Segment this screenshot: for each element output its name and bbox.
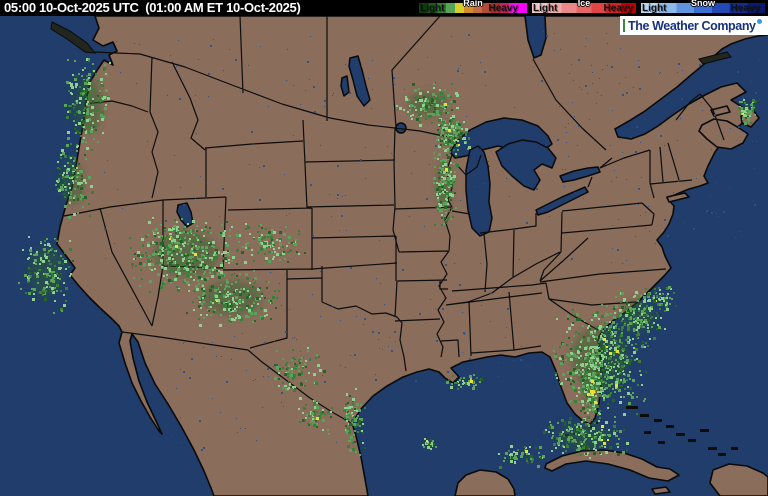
timestamp-label: 05:00 10-Oct-2025 UTC (01:00 AM ET 10-Oc… [4,0,301,15]
coastal-islands [50,21,732,65]
logo-text: The Weather Company [628,18,756,33]
logo-dot-icon [756,18,762,24]
ice-light-label: Light [533,3,558,14]
rain-light-label: Light [420,3,445,14]
logo-accent-tick [623,19,625,32]
snow-heavy-label: Heavy [730,3,760,14]
rain-heavy-label: Heavy [488,3,518,14]
river-noise-speckles [104,31,760,451]
radar-echoes [18,58,757,469]
bahamas-keys [565,406,738,456]
snow-light-label: Light [642,3,667,14]
legend-snow: Snow Light Heavy [640,0,766,16]
lakes [176,55,601,237]
snow-gradient-bar [640,2,766,14]
rain-gradient-bar [418,2,528,14]
ice-gradient-bar [531,2,637,14]
snow-title: Snow [691,0,715,8]
ice-heavy-label: Heavy [603,3,633,14]
ice-title: Ice [577,0,591,8]
legend-ice: Ice Light Heavy [531,0,637,16]
weather-company-logo: The Weather Company [620,16,768,35]
rain-title: Rain [463,0,483,8]
precip-legend: Rain Light Heavy Ice Light Heavy Snow Li… [418,0,766,16]
legend-rain: Rain Light Heavy [418,0,528,16]
